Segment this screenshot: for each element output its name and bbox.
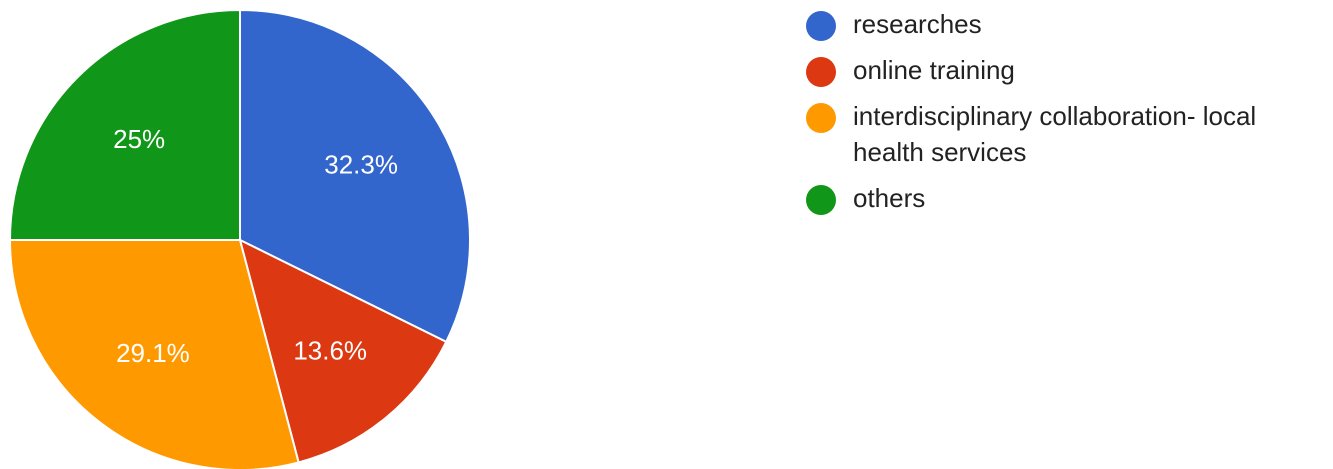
legend-item: online training (806, 52, 1331, 88)
pie-slice-others (8, 8, 241, 241)
legend-item: researches (806, 6, 1331, 42)
legend-label: others (853, 183, 926, 213)
legend-swatch (806, 185, 836, 215)
pie-plot: 32.3% 13.6% 29.1% 25% (8, 8, 471, 469)
slice-percent-label: 25% (113, 124, 165, 154)
legend-item: interdisciplinary collaboration- local h… (806, 98, 1331, 170)
legend-swatch (806, 103, 836, 133)
legend-label: interdisciplinary collaboration- local h… (853, 101, 1257, 167)
pie-slices (8, 8, 471, 469)
legend-label: researches (853, 9, 982, 39)
legend-item: others (806, 180, 1331, 216)
slice-percent-label: 13.6% (293, 335, 367, 365)
pie-slice-labels: 32.3% 13.6% 29.1% 25% (113, 124, 398, 368)
pie-slice-interdisciplinary (8, 239, 300, 469)
legend-label: online training (853, 55, 1015, 85)
slice-percent-label: 32.3% (324, 150, 398, 180)
slice-percent-label: 29.1% (116, 338, 190, 368)
legend-swatch (806, 57, 836, 87)
pie-slice-online (238, 238, 448, 464)
legend: researches online training interdisciplina… (806, 6, 1331, 226)
legend-swatch (806, 11, 836, 41)
pie-slice-researches (239, 8, 471, 344)
